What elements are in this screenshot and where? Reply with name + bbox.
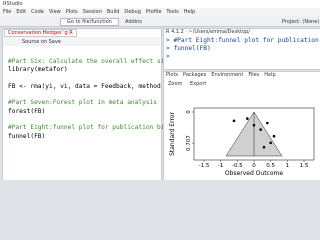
point xyxy=(246,117,249,120)
code-line: forest(FB) xyxy=(8,107,46,115)
point xyxy=(252,123,256,127)
menu-item[interactable]: Session xyxy=(82,9,102,15)
code-line xyxy=(8,116,168,124)
x-tick-label: 0 xyxy=(252,163,256,169)
point xyxy=(259,128,262,131)
code-line xyxy=(8,75,168,83)
code-line: funnel(FB) xyxy=(8,132,46,140)
y-tick-label: 0 xyxy=(186,110,192,114)
point xyxy=(232,119,236,123)
menu-item[interactable]: Code xyxy=(31,9,44,15)
menu-bar xyxy=(0,8,320,16)
menu: File Edit Code View Plots Session Build Debug Pr… xyxy=(3,9,200,15)
x-tick-label: -1 xyxy=(218,163,223,169)
project[interactable]: Project: (None) xyxy=(282,19,320,25)
title-bar xyxy=(0,0,320,8)
menu-item[interactable]: File xyxy=(3,9,12,15)
funnel-plot: -1.5 -1 -0.5 0 0.5 1 1.5 0 0.707 Observed Outcome… xyxy=(169,107,315,177)
menu-item[interactable]: View xyxy=(48,9,61,15)
x-tick-label: 0.5 xyxy=(266,163,275,169)
plots-tabs: Plots Packages Environment Files Help xyxy=(166,72,281,78)
point xyxy=(266,121,269,125)
x-tick-label: 1.5 xyxy=(300,163,309,169)
source-on-save[interactable]: Source on Save xyxy=(22,39,61,45)
console-pane xyxy=(163,28,320,70)
menu-item[interactable]: Plots xyxy=(65,9,78,15)
plots-tab[interactable]: Packages xyxy=(183,72,207,78)
code-line: #Part Seven:Forest plot in meta analysis xyxy=(8,99,158,107)
point xyxy=(272,134,276,138)
menu-item[interactable]: Build xyxy=(106,9,120,15)
menu-item[interactable]: Debug xyxy=(124,9,141,15)
y-tick-label: 0.707 xyxy=(186,135,192,151)
y-axis-label: Standard Error xyxy=(169,112,176,156)
rstudio-window: RStudio File Edit Code View Plots Session Buil… xyxy=(0,0,320,180)
addins[interactable]: Addins xyxy=(125,19,142,25)
menu-item[interactable]: Profile xyxy=(145,9,162,15)
code: #Part Six: Calculate the overall effect … xyxy=(8,58,168,141)
code-line: #Part Six: Calculate the overall effect … xyxy=(8,58,165,65)
export[interactable]: Export xyxy=(190,81,207,87)
x-axis-label: Observed Outcome xyxy=(225,170,283,177)
plots-tab[interactable]: Help xyxy=(264,72,276,78)
console-line: > xyxy=(166,53,170,60)
main-toolbar xyxy=(0,16,320,27)
console-output: > #Part Eight:funnel plot for publicatio… xyxy=(166,37,320,61)
point xyxy=(262,145,266,149)
console-header: R 4.1.2 · ~/Users/emma/Desktop/ xyxy=(166,29,250,35)
plots-tab[interactable]: Environment xyxy=(211,72,244,78)
plots-tab[interactable]: Plots xyxy=(166,72,179,78)
editor-toolbar xyxy=(3,37,160,46)
window-title: RStudio xyxy=(3,1,23,7)
code-line: library(metafor) xyxy=(8,66,68,74)
x-tick-label: -1.5 xyxy=(199,163,210,169)
editor-tab[interactable]: Conservation Hedges' g.R xyxy=(4,29,77,37)
console-line: > #Part Eight:funnel plot for publicatio… xyxy=(166,37,320,44)
code-line: #Part Eight:funnel plot for publication … xyxy=(8,124,165,132)
editor-pane xyxy=(2,28,162,180)
goto-box[interactable]: Go to file/function xyxy=(60,18,119,26)
menu-item[interactable]: Edit xyxy=(16,9,27,15)
zoom[interactable]: Zoom xyxy=(168,81,183,87)
console-line: > funnel(FB) xyxy=(166,45,211,52)
menu-item[interactable]: Tools xyxy=(166,9,179,15)
x-tick-label: 1 xyxy=(286,163,290,169)
plots-tab[interactable]: Files xyxy=(248,72,260,78)
menu-item[interactable]: Help xyxy=(183,9,196,15)
point xyxy=(269,141,272,145)
x-tick-label: -0.5 xyxy=(232,163,243,169)
code-line: FB <- rma(yi, vi, data = Feedback, metho… xyxy=(8,82,169,90)
code-line xyxy=(8,91,168,99)
